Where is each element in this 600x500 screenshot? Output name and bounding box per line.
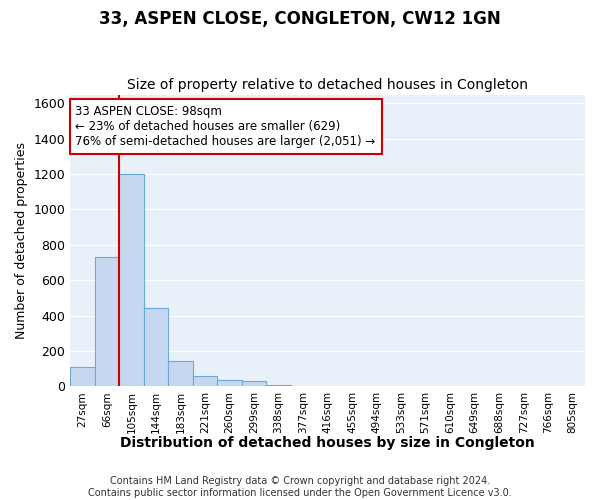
X-axis label: Distribution of detached houses by size in Congleton: Distribution of detached houses by size … <box>120 436 535 450</box>
Title: Size of property relative to detached houses in Congleton: Size of property relative to detached ho… <box>127 78 528 92</box>
Text: Contains HM Land Registry data © Crown copyright and database right 2024.
Contai: Contains HM Land Registry data © Crown c… <box>88 476 512 498</box>
Bar <box>119 174 144 386</box>
Bar <box>242 381 266 386</box>
Text: 33, ASPEN CLOSE, CONGLETON, CW12 1GN: 33, ASPEN CLOSE, CONGLETON, CW12 1GN <box>99 10 501 28</box>
Bar <box>144 308 169 386</box>
Bar <box>193 376 217 386</box>
Text: 33 ASPEN CLOSE: 98sqm
← 23% of detached houses are smaller (629)
76% of semi-det: 33 ASPEN CLOSE: 98sqm ← 23% of detached … <box>76 105 376 148</box>
Bar <box>95 257 119 386</box>
Bar <box>70 367 95 386</box>
Y-axis label: Number of detached properties: Number of detached properties <box>15 142 28 339</box>
Bar <box>217 380 242 386</box>
Bar <box>169 360 193 386</box>
